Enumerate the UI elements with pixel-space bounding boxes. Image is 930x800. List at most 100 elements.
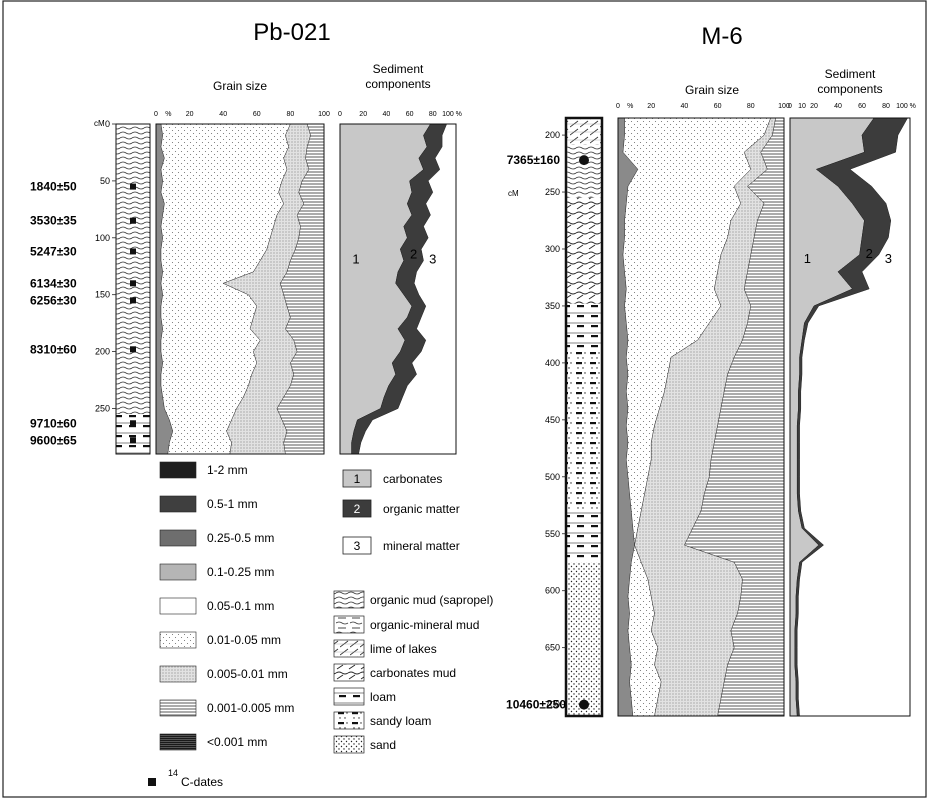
lith-swatch-l1 xyxy=(333,590,365,609)
legend-component-2-swatch xyxy=(342,499,372,518)
legend-component-1-num: 1 xyxy=(354,472,361,486)
legend-label-g5: 0.05-0.1 mm xyxy=(207,599,274,613)
pb021-gs-tick-0: 0 xyxy=(154,111,158,118)
lith-label-l7: sand xyxy=(370,738,396,752)
m6-gs-tick-4: 60 xyxy=(714,103,722,110)
legend-label-g9: <0.001 mm xyxy=(207,735,267,749)
pb021-c14-label-7: 9600±65 xyxy=(30,433,77,447)
m6-depth-label-400: 400 xyxy=(545,358,560,368)
m6-sc-tick-4: 60 xyxy=(858,103,866,110)
pb021-gs-tick-5: 80 xyxy=(287,111,295,118)
legend-swatch-g6 xyxy=(159,631,197,649)
legend-component-3-num: 3 xyxy=(354,539,361,553)
pb021-sc-frame xyxy=(339,123,457,455)
legend-label-g4: 0.1-0.25 mm xyxy=(207,565,274,579)
pb021-depth-label-250: 250 xyxy=(95,403,110,413)
m6-depth-label-700: 700 xyxy=(545,700,560,710)
lith-label-l4: carbonates mud xyxy=(370,666,456,680)
m6-depth-label-350: 350 xyxy=(545,301,560,311)
lith-swatch-l4 xyxy=(333,663,365,682)
pb021-lith-frame xyxy=(115,123,151,455)
legend-label-g8: 0.001-0.005 mm xyxy=(207,701,294,715)
m6-component-number-2: 2 xyxy=(866,246,873,261)
grain-size-legend: 1-2 mm 0.5-1 mm 0.25-0.5 mm 0.1-0.25 mm … xyxy=(159,461,294,751)
c14-legend-superscript: 14 xyxy=(168,768,178,778)
m6-depth-unit: cM xyxy=(508,189,519,198)
pb021-c14-label-2: 5247±30 xyxy=(30,244,77,258)
m6-component-number-3: 3 xyxy=(885,251,892,266)
m6-lith-4 xyxy=(566,351,602,511)
pb021-depth-label-150: 150 xyxy=(95,290,110,300)
pb021-component-number-3: 3 xyxy=(429,251,436,266)
core-layer: 050100150200250cM1840±503530±355247±3061… xyxy=(30,103,916,718)
lith-swatch-l7 xyxy=(333,735,365,754)
legend-label-g1: 1-2 mm xyxy=(207,463,248,477)
pb021-c14-label-1: 3530±35 xyxy=(30,214,77,228)
lith-label-l1: organic mud (sapropel) xyxy=(370,593,493,607)
pb021-c14-label-6: 9710±60 xyxy=(30,416,77,430)
m6-depth-label-650: 650 xyxy=(545,643,560,653)
c14-legend-marker xyxy=(148,778,156,786)
pb021-depth-unit: cM xyxy=(94,119,105,128)
lith-label-l3: lime of lakes xyxy=(370,642,437,656)
pb021-c14-label-3: 6134±30 xyxy=(30,276,77,290)
m6-sc-tick-1: 10 xyxy=(798,103,806,110)
legend-component-2-label: organic matter xyxy=(383,502,460,516)
legend-label-g6: 0.01-0.05 mm xyxy=(207,633,281,647)
legend-component-1-label: carbonates xyxy=(383,472,442,486)
c14-legend-label: C-dates xyxy=(181,775,223,789)
legend-component-3-swatch xyxy=(342,536,372,555)
m6-components-title-1: Sediment xyxy=(825,67,876,81)
m6-c14-label-0: 7365±160 xyxy=(507,153,561,167)
components-legend: 1 carbonates 2 organic matter 3 mineral … xyxy=(342,469,460,555)
legend-swatch-g1 xyxy=(159,461,197,479)
legend-component-3-label: mineral matter xyxy=(383,539,460,553)
m6-gs-tick-6: 100 xyxy=(778,103,790,110)
m6-gs-tick-5: 80 xyxy=(747,103,755,110)
pb021-sc-tick-5: 100 % xyxy=(442,111,462,118)
pb021-c14-label-4: 6256±30 xyxy=(30,293,77,307)
m6-sc-tick-5: 80 xyxy=(882,103,890,110)
m6-c14-label-1: 10460±250 xyxy=(506,698,566,712)
m6-depth-label-500: 500 xyxy=(545,472,560,482)
m6-sc-tick-3: 40 xyxy=(834,103,842,110)
pb021-c14-marker-1 xyxy=(130,217,136,224)
m6-gs-tick-2: 20 xyxy=(647,103,655,110)
lith-label-l6: sandy loam xyxy=(370,714,431,728)
m6-depth-label-200: 200 xyxy=(545,130,560,140)
m6-c14-marker-0 xyxy=(579,155,589,166)
m6-depth-label-250: 250 xyxy=(545,187,560,197)
m6-lith-3 xyxy=(566,303,602,352)
m6-gs-tick-1: % xyxy=(627,103,633,110)
pb021-c14-marker-6 xyxy=(130,420,136,427)
pb021-depth-label-0: 0 xyxy=(105,119,110,129)
pb021-c14-marker-0 xyxy=(130,183,136,190)
legend-swatch-g5 xyxy=(159,597,197,615)
m6-lith-6 xyxy=(566,562,602,716)
pb021-c14-marker-4 xyxy=(130,297,136,304)
pb021-gs-frame xyxy=(155,123,325,455)
pb021-components-title-1: Sediment xyxy=(373,62,424,76)
m6-sc-frame xyxy=(789,117,911,717)
m6-lith-5 xyxy=(566,510,602,563)
lithology-legend: organic mud (sapropel) organic-mineral m… xyxy=(333,590,493,754)
lith-swatch-l5 xyxy=(333,687,365,706)
pb021-lith-0 xyxy=(116,124,150,415)
pb021-gs-tick-1: % xyxy=(165,111,171,118)
lith-swatch-l6 xyxy=(333,711,365,730)
core-title-m6: M-6 xyxy=(701,23,742,50)
m6-depth-label-550: 550 xyxy=(545,529,560,539)
pb021-gs-tick-2: 20 xyxy=(186,111,194,118)
m6-components-title-2: components xyxy=(817,82,882,96)
m6-lith-0 xyxy=(566,118,602,145)
legend-swatch-g3 xyxy=(159,529,197,547)
m6-depth-label-300: 300 xyxy=(545,244,560,254)
core-title-pb021: Pb-021 xyxy=(253,19,330,46)
pb021-component-number-2: 2 xyxy=(410,246,417,261)
m6-gs-tick-0: 0 xyxy=(616,103,620,110)
pb021-c14-label-0: 1840±50 xyxy=(30,180,77,194)
m6-component-number-1: 1 xyxy=(804,251,811,266)
